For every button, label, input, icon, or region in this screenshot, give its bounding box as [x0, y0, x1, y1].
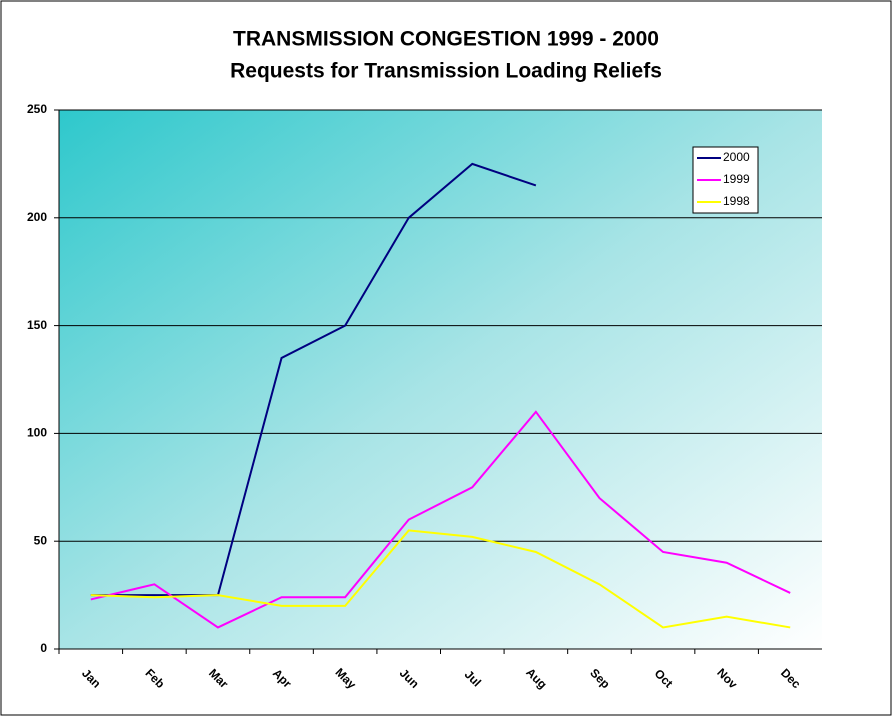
y-tick-label: 200 [27, 210, 47, 224]
series-line [90, 410, 791, 629]
y-tick-label: 0 [40, 641, 47, 655]
legend-label: 1999 [723, 172, 750, 186]
y-tick-label: 50 [34, 533, 48, 547]
series-line [90, 529, 791, 629]
y-tick-label: 150 [27, 318, 47, 332]
y-tick-label: 100 [27, 426, 47, 440]
series-line [90, 162, 537, 597]
legend-label: 1998 [723, 194, 750, 208]
chart-subtitle: Requests for Transmission Loading Relief… [230, 60, 662, 83]
y-tick-label: 250 [27, 102, 47, 116]
chart-title: TRANSMISSION CONGESTION 1999 - 2000 [233, 28, 659, 51]
legend-label: 2000 [723, 150, 750, 164]
